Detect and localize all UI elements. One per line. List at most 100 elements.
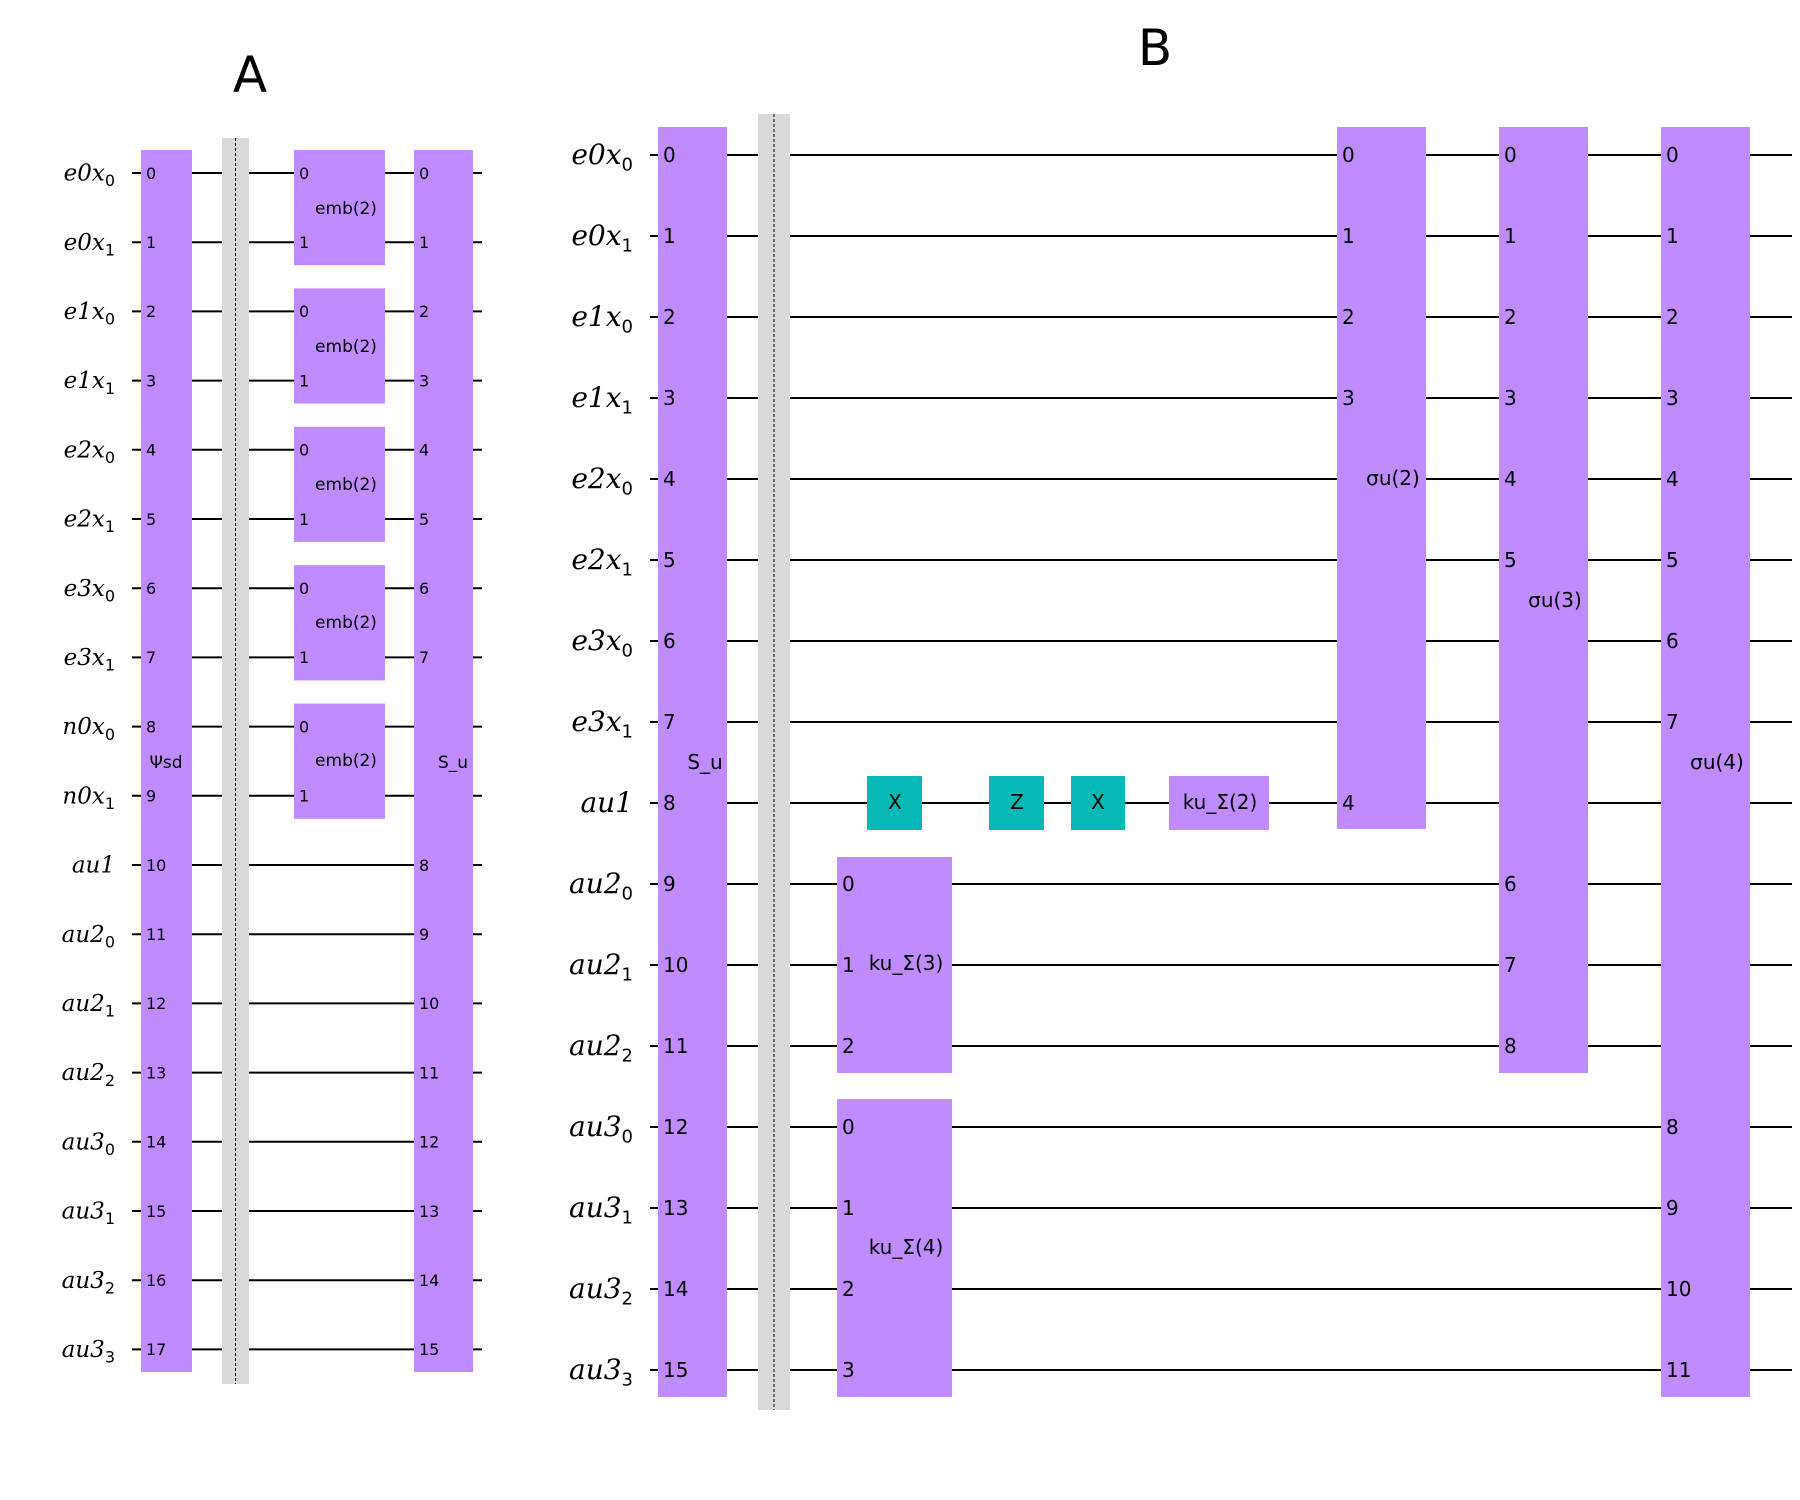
gate-port-label: 4	[663, 467, 676, 491]
wire-label: n0x1	[62, 783, 115, 813]
gate-port-label: 11	[419, 1063, 439, 1082]
wire-label: n0x0	[62, 714, 115, 744]
wire-label: au30	[62, 1129, 115, 1159]
wire-label: e1x1	[571, 381, 633, 418]
gate-port-label: 4	[1342, 791, 1355, 815]
wire-label: e0x0	[571, 138, 633, 175]
gate-port-label: 2	[842, 1034, 855, 1058]
wire-label: e0x1	[571, 219, 633, 256]
gate-box	[867, 776, 922, 830]
wire-label: au21	[569, 948, 633, 985]
gate-port-label: 0	[1666, 143, 1679, 167]
gate-box	[658, 127, 727, 1397]
gate-port-label: 8	[146, 717, 156, 736]
gate-port-label: 8	[1666, 1115, 1679, 1139]
wire-label: e2x0	[64, 437, 115, 467]
wire-label: e3x0	[64, 576, 115, 606]
gate-port-label: 0	[299, 164, 309, 183]
gate-port-label: 9	[146, 787, 156, 806]
wire-label: au20	[62, 922, 115, 952]
gate-port-label: 13	[419, 1202, 439, 1221]
gate-label: X	[1091, 790, 1105, 814]
wire-label: e1x0	[64, 299, 115, 329]
wire-label: e3x1	[571, 705, 633, 742]
gate-port-label: 9	[1666, 1196, 1679, 1220]
gate-port-label: 16	[146, 1271, 166, 1290]
gate-port-label: 13	[146, 1063, 166, 1082]
gate-label: X	[888, 790, 902, 814]
gate-port-label: 15	[146, 1202, 166, 1221]
gate-label: ku_Σ(4)	[869, 1235, 944, 1259]
gate-port-label: 1	[146, 233, 156, 252]
gate-label: emb(2)	[315, 751, 377, 771]
gate-port-label: 1	[1342, 224, 1355, 248]
gate-port-label: 14	[419, 1271, 439, 1290]
panel-b-circuit: 0123456789101112131415S_uX012ku_Σ(3)0123…	[569, 114, 1792, 1410]
gate-port-label: 3	[146, 371, 156, 390]
gate-label: σu(4)	[1690, 750, 1744, 774]
gate-port-label: 12	[663, 1115, 688, 1139]
gate-port-label: 2	[419, 302, 429, 321]
gate-port-label: 7	[1504, 953, 1517, 977]
gate-label: σu(3)	[1528, 588, 1582, 612]
gate-port-label: 10	[419, 994, 439, 1013]
gate-port-label: 3	[1504, 386, 1517, 410]
gate-label: Ψsd	[149, 753, 182, 773]
gate-port-label: 1	[663, 224, 676, 248]
gate-box	[1071, 776, 1125, 830]
gate-port-label: 2	[842, 1277, 855, 1301]
wire-label: e0x1	[64, 230, 115, 260]
gate-box	[989, 776, 1044, 830]
wire-label: au31	[569, 1191, 633, 1228]
gate-port-label: 13	[663, 1196, 688, 1220]
gate-label: σu(2)	[1366, 466, 1420, 490]
gate-port-label: 4	[419, 441, 429, 460]
gate-box	[141, 150, 192, 1372]
gate-port-label: 5	[1666, 548, 1679, 572]
gate-label: ku_Σ(3)	[869, 951, 944, 975]
gate-port-label: 1	[299, 648, 309, 667]
wire-label: e2x1	[64, 507, 115, 537]
panel-b-title: B	[1138, 19, 1172, 77]
wire-label: au1	[580, 786, 633, 819]
gate-box	[1661, 127, 1750, 1397]
panel-a-circuit: 01234567891011121314151617Ψsd01emb(2)01e…	[62, 138, 482, 1384]
gate-port-label: 8	[419, 856, 429, 875]
gate-port-label: 5	[419, 510, 429, 529]
gate-port-label: 7	[419, 648, 429, 667]
gate-port-label: 2	[146, 302, 156, 321]
gate-port-label: 6	[1504, 872, 1517, 896]
gate-label: emb(2)	[315, 199, 377, 219]
gate-port-label: 6	[1666, 629, 1679, 653]
gate-port-label: 1	[299, 371, 309, 390]
wire-label: e1x0	[571, 300, 633, 337]
wire-label: au32	[569, 1272, 633, 1309]
gate-port-label: 8	[663, 791, 676, 815]
gate-port-label: 3	[1342, 386, 1355, 410]
gate-port-label: 7	[663, 710, 676, 734]
gate-port-label: 0	[146, 164, 156, 183]
gate-port-label: 5	[663, 548, 676, 572]
wire-label: au33	[569, 1353, 633, 1390]
gate-port-label: 10	[1666, 1277, 1691, 1301]
gate-port-label: 1	[419, 233, 429, 252]
gate-port-label: 0	[419, 164, 429, 183]
gate-port-label: 3	[663, 386, 676, 410]
gate-label: emb(2)	[315, 337, 377, 357]
gate-box	[837, 857, 952, 1073]
gate-port-label: 9	[663, 872, 676, 896]
gate-box	[1337, 127, 1426, 829]
gate-box	[414, 150, 473, 1372]
gate-port-label: 11	[1666, 1358, 1691, 1382]
gate-port-label: 0	[299, 441, 309, 460]
gate-box	[294, 565, 385, 681]
wire-label: au1	[72, 853, 115, 879]
gate-port-label: 3	[419, 371, 429, 390]
gate-box	[1499, 127, 1588, 1073]
gate-port-label: 0	[299, 717, 309, 736]
gate-label: emb(2)	[315, 613, 377, 633]
gate-port-label: 0	[1504, 143, 1517, 167]
gate-port-label: 1	[299, 510, 309, 529]
wire-label: au21	[62, 991, 115, 1021]
wire-label: au22	[569, 1029, 633, 1066]
